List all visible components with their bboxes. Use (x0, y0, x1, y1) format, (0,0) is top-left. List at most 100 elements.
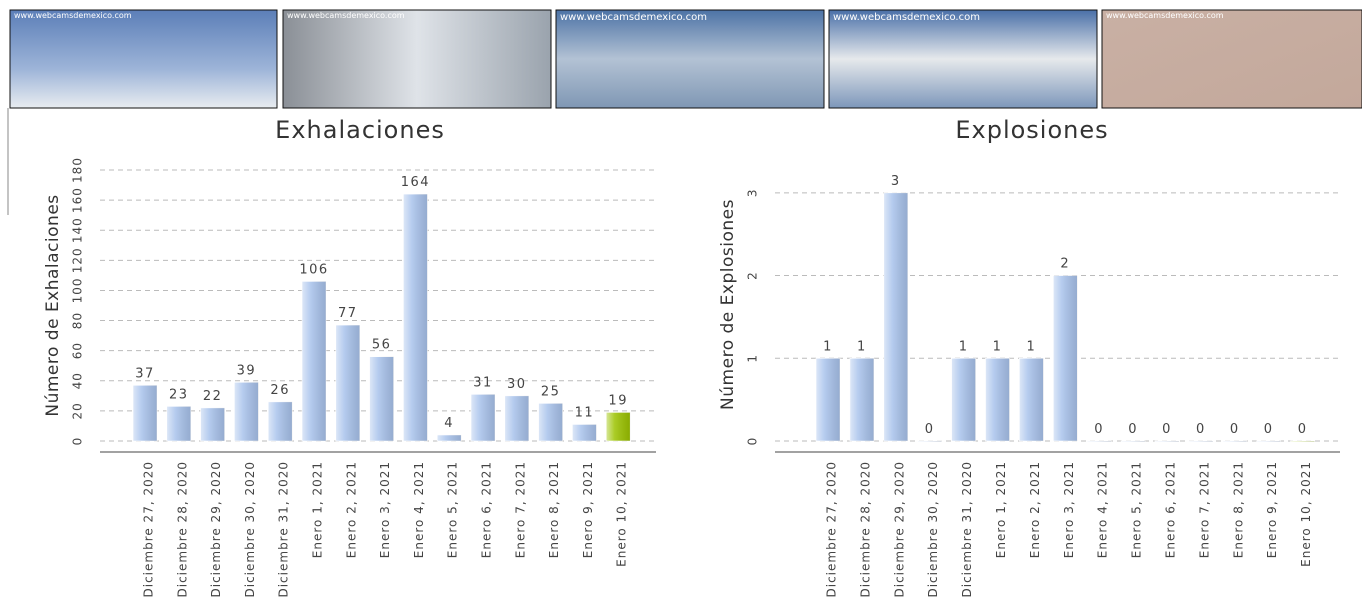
bar-shade (572, 424, 597, 441)
x-tick-label: Enero 8, 2021 (1231, 461, 1245, 558)
x-tick-label: Enero 6, 2021 (1164, 461, 1178, 558)
y-tick-label: 180 (71, 157, 85, 183)
bar-shade (302, 281, 326, 441)
value-label: 4 (444, 416, 454, 431)
webcam-image (828, 9, 1098, 109)
value-label: 1 (857, 339, 867, 354)
webcam-watermark: www.webcamsdemexico.com (833, 12, 980, 23)
bar-shade (951, 358, 976, 441)
value-label: 3 (891, 174, 901, 189)
bar-shade (369, 356, 394, 441)
value-label: 0 (1162, 422, 1172, 437)
bar-shade (268, 401, 293, 441)
y-tick-label: 2 (746, 271, 760, 280)
x-tick-label: Diciembre 28, 2020 (858, 461, 872, 598)
x-tick-label: Enero 10, 2021 (615, 461, 629, 567)
y-tick-label: 20 (71, 402, 85, 419)
bar-shade (335, 325, 360, 441)
chart-title: Explosiones (955, 116, 1108, 144)
value-label: 25 (541, 384, 561, 399)
value-label: 39 (237, 363, 257, 378)
x-tick-label: Enero 7, 2021 (513, 461, 527, 558)
webcam-image (9, 9, 278, 109)
bar-shade (1121, 441, 1146, 442)
value-label: 0 (1094, 422, 1104, 437)
bar-shade (437, 434, 462, 441)
bar-shade (849, 358, 874, 441)
bar-shade (234, 382, 259, 441)
webcam-watermark: www.webcamsdemexico.com (14, 11, 132, 20)
y-tick-label: 40 (71, 372, 85, 389)
value-label: 0 (925, 422, 935, 437)
value-label: 1 (823, 339, 833, 354)
value-label: 106 (299, 262, 328, 277)
bar-shade (471, 394, 495, 441)
x-tick-label: Diciembre 30, 2020 (243, 461, 257, 598)
value-label: 1 (959, 339, 969, 354)
value-label: 0 (1264, 422, 1274, 437)
y-tick-label: 120 (71, 247, 85, 273)
value-label: 77 (338, 306, 358, 321)
bar-shade (1053, 275, 1078, 441)
y-tick-label: 100 (71, 277, 85, 303)
y-tick-label: 1 (746, 354, 760, 363)
x-tick-label: Enero 5, 2021 (1130, 461, 1144, 558)
y-axis-label: Número de Explosiones (718, 199, 738, 410)
x-tick-label: Enero 5, 2021 (446, 461, 460, 558)
x-tick-label: Enero 4, 2021 (1096, 461, 1110, 558)
x-tick-label: Enero 7, 2021 (1197, 461, 1211, 558)
x-tick-label: Enero 4, 2021 (412, 461, 426, 558)
y-tick-label: 3 (746, 188, 760, 197)
value-label: 26 (270, 383, 290, 398)
y-tick-label: 160 (71, 187, 85, 213)
webcam-image (1101, 9, 1362, 109)
y-tick-label: 0 (71, 437, 85, 446)
value-label: 22 (203, 389, 223, 404)
x-tick-label: Diciembre 31, 2020 (960, 461, 974, 598)
x-tick-label: Enero 2, 2021 (344, 461, 358, 558)
bar-shade (1155, 441, 1179, 442)
x-tick-label: Enero 10, 2021 (1299, 461, 1313, 567)
value-label: 0 (1298, 422, 1308, 437)
bar-shade (985, 358, 1010, 441)
y-tick-label: 140 (71, 217, 85, 243)
bar-shade (504, 395, 529, 441)
webcam-image (555, 9, 825, 109)
x-tick-label: Enero 9, 2021 (1265, 461, 1279, 558)
bar-shade (166, 406, 191, 441)
bar-shade (1222, 441, 1247, 442)
webcam-watermark: www.webcamsdemexico.com (1106, 11, 1224, 20)
bar-shade (1087, 441, 1112, 442)
x-tick-label: Enero 9, 2021 (581, 461, 595, 558)
x-tick-label: Diciembre 27, 2020 (142, 461, 156, 598)
webcam-strip: www.webcamsdemexico.com www.webcamsdemex… (9, 9, 1362, 109)
value-label: 37 (135, 366, 155, 381)
bar-shade (816, 358, 840, 441)
x-tick-label: Diciembre 28, 2020 (175, 461, 189, 598)
value-label: 0 (1128, 422, 1138, 437)
y-tick-label: 80 (71, 312, 85, 329)
x-tick-label: Enero 8, 2021 (547, 461, 561, 558)
value-label: 1 (1027, 339, 1037, 354)
x-tick-label: Enero 2, 2021 (1028, 461, 1042, 558)
value-label: 1 (993, 339, 1003, 354)
x-tick-label: Diciembre 31, 2020 (277, 461, 291, 598)
webcam-watermark: www.webcamsdemexico.com (560, 12, 707, 23)
value-label: 56 (372, 338, 392, 353)
value-label: 164 (401, 175, 430, 190)
bar-shade (403, 194, 428, 441)
value-label: 31 (473, 375, 493, 390)
bar-shade (606, 412, 631, 441)
value-label: 11 (575, 405, 595, 420)
bar-shade (1019, 358, 1044, 441)
value-label: 0 (1196, 422, 1206, 437)
value-label: 0 (1230, 422, 1240, 437)
x-tick-label: Diciembre 29, 2020 (892, 461, 906, 598)
bar-shade (917, 441, 942, 442)
y-axis-label: Número de Exhalaciones (43, 194, 63, 416)
x-tick-label: Enero 3, 2021 (1062, 461, 1076, 558)
x-tick-label: Enero 6, 2021 (480, 461, 494, 558)
chart-title: Exhalaciones (275, 116, 445, 144)
